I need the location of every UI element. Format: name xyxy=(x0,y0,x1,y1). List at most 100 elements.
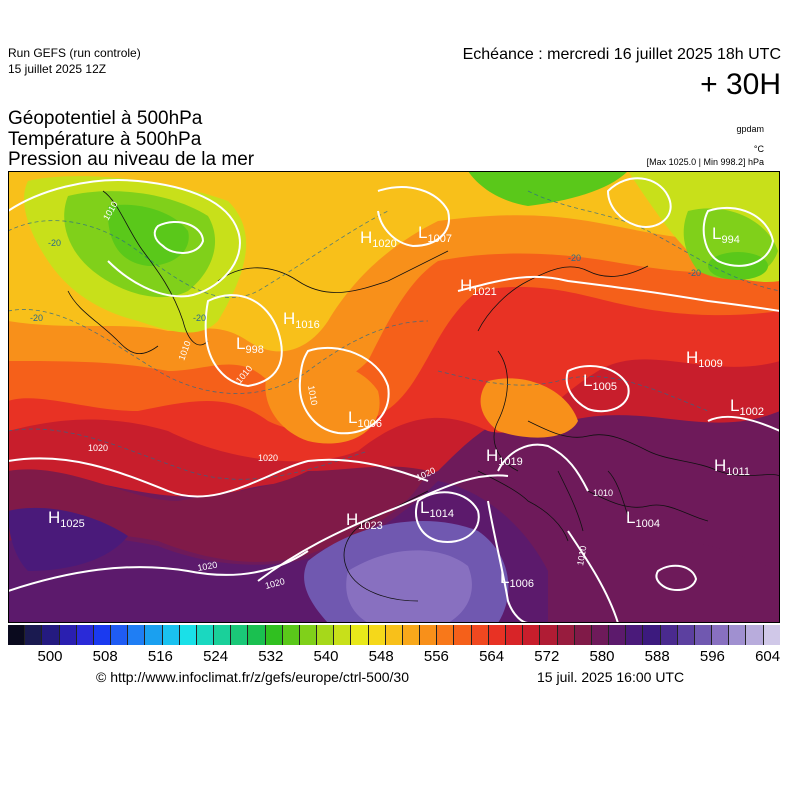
scale-swatch xyxy=(420,625,438,645)
isotherm-label: -20 xyxy=(688,268,701,278)
scale-swatch xyxy=(145,625,163,645)
scale-swatch xyxy=(437,625,455,645)
scale-swatch xyxy=(93,625,112,645)
scale-tick-label: 604 xyxy=(755,648,781,665)
color-scale xyxy=(8,625,780,645)
scale-swatch xyxy=(42,625,60,645)
scale-swatch xyxy=(471,625,489,645)
isotherm-labels: -20 -20 -20 -20 -20 xyxy=(30,238,701,323)
scale-swatch xyxy=(746,625,764,645)
scale-swatch xyxy=(299,625,318,645)
scale-swatch xyxy=(385,625,403,645)
pressure-center-low: L998 xyxy=(236,334,264,356)
isobar-label: 1020 xyxy=(88,443,108,453)
scale-tick-label: 556 xyxy=(423,648,449,665)
scale-swatch xyxy=(626,625,644,645)
unit-geopotential: gpdam xyxy=(736,124,764,134)
pressure-center-high: H1025 xyxy=(48,508,85,530)
pressure-center-high: H1016 xyxy=(283,309,320,331)
scale-swatch xyxy=(334,625,352,645)
scale-swatch xyxy=(643,625,661,645)
pressure-center-low: L1014 xyxy=(420,498,454,520)
scale-swatch xyxy=(402,625,421,645)
scale-swatch xyxy=(59,625,77,645)
scale-swatch xyxy=(317,625,335,645)
scale-swatch xyxy=(76,625,94,645)
pressure-center-low: L1007 xyxy=(418,223,452,245)
scale-swatch xyxy=(368,625,386,645)
isobar-label: 1010 xyxy=(306,385,319,406)
scale-swatch xyxy=(660,625,678,645)
pressure-center-high: H1023 xyxy=(346,510,383,532)
scale-swatch xyxy=(505,625,524,645)
isobar-label: 1010 xyxy=(575,545,588,566)
pressure-center-low: L1002 xyxy=(730,396,764,418)
scale-swatch xyxy=(557,625,575,645)
isobars xyxy=(8,177,780,623)
forecast-valid-time: Echéance : mercredi 16 juillet 2025 18h … xyxy=(462,46,781,63)
isotherms xyxy=(8,190,780,480)
pressure-center-low: L1004 xyxy=(626,508,660,530)
weather-map: H1020 L1007 H1021 L994 L998 H1016 L1006 L1005 H1… xyxy=(8,171,780,623)
scale-tick-label: 588 xyxy=(644,648,670,665)
isobar-label: 1020 xyxy=(258,453,278,463)
scale-swatch xyxy=(214,625,232,645)
scale-tick-label: 516 xyxy=(147,648,173,665)
scale-swatch xyxy=(677,625,695,645)
scale-swatch xyxy=(196,625,215,645)
scale-swatch xyxy=(574,625,592,645)
source-url: © http://www.infoclimat.fr/z/gefs/europe… xyxy=(96,669,410,685)
pressure-center-high: H1009 xyxy=(686,348,723,370)
scale-swatch xyxy=(248,625,266,645)
scale-swatch xyxy=(351,625,369,645)
title-temperature: Température à 500hPa xyxy=(8,129,202,150)
isotherm-label: -20 xyxy=(568,253,581,263)
scale-swatch xyxy=(111,625,129,645)
pressure-center-high: H1021 xyxy=(460,276,497,298)
pressure-center-low: L994 xyxy=(712,224,740,246)
scale-tick-label: 532 xyxy=(258,648,284,665)
scale-tick-label: 540 xyxy=(313,648,339,665)
isotherm-label: -20 xyxy=(193,313,206,323)
scale-swatch xyxy=(591,625,610,645)
scale-tick-label: 500 xyxy=(37,648,63,665)
scale-tick-label: 580 xyxy=(589,648,615,665)
scale-tick-label: 596 xyxy=(699,648,725,665)
pressure-center-low: L1005 xyxy=(583,371,617,393)
scale-swatch xyxy=(763,625,780,645)
scale-swatch xyxy=(128,625,146,645)
scale-swatch xyxy=(162,625,180,645)
run-title: Run GEFS (run controle) xyxy=(8,46,141,60)
issue-date: 15 juil. 2025 16:00 UTC xyxy=(537,669,685,685)
title-geopotential: Géopotentiel à 500hPa xyxy=(8,108,203,129)
pressure-center-low: L1006 xyxy=(500,568,534,590)
lead-time: + 30H xyxy=(700,68,781,101)
scale-tick-label: 524 xyxy=(203,648,229,665)
scale-swatch xyxy=(488,625,506,645)
scale-swatch xyxy=(454,625,472,645)
scale-swatch xyxy=(231,625,249,645)
scale-swatch xyxy=(694,625,713,645)
isobar-label: 1020 xyxy=(197,560,218,573)
run-date: 15 juillet 2025 12Z xyxy=(8,62,107,76)
isobar-label: 1010 xyxy=(593,488,613,498)
pressure-centers: H1020 L1007 H1021 L994 L998 H1016 L1006 L1005 H1… xyxy=(48,223,764,590)
isotherm-label: -20 xyxy=(48,238,61,248)
pressure-center-low: L1006 xyxy=(348,408,382,430)
unit-temperature: °C xyxy=(753,144,764,154)
scale-swatch xyxy=(729,625,747,645)
scale-swatch xyxy=(179,625,197,645)
scale-swatch xyxy=(712,625,730,645)
scale-swatch xyxy=(523,625,541,645)
scale-tick-label: 548 xyxy=(368,648,394,665)
scale-swatch xyxy=(8,625,26,645)
scale-swatch xyxy=(25,625,43,645)
title-pressure: Pression au niveau de la mer xyxy=(8,149,255,170)
scale-swatch xyxy=(265,625,283,645)
scale-swatch xyxy=(282,625,300,645)
scale-tick-label: 564 xyxy=(479,648,505,665)
scale-swatch xyxy=(540,625,558,645)
pressure-center-high: H1020 xyxy=(360,228,397,250)
scale-tick-label: 572 xyxy=(534,648,560,665)
scale-tick-label: 508 xyxy=(92,648,118,665)
